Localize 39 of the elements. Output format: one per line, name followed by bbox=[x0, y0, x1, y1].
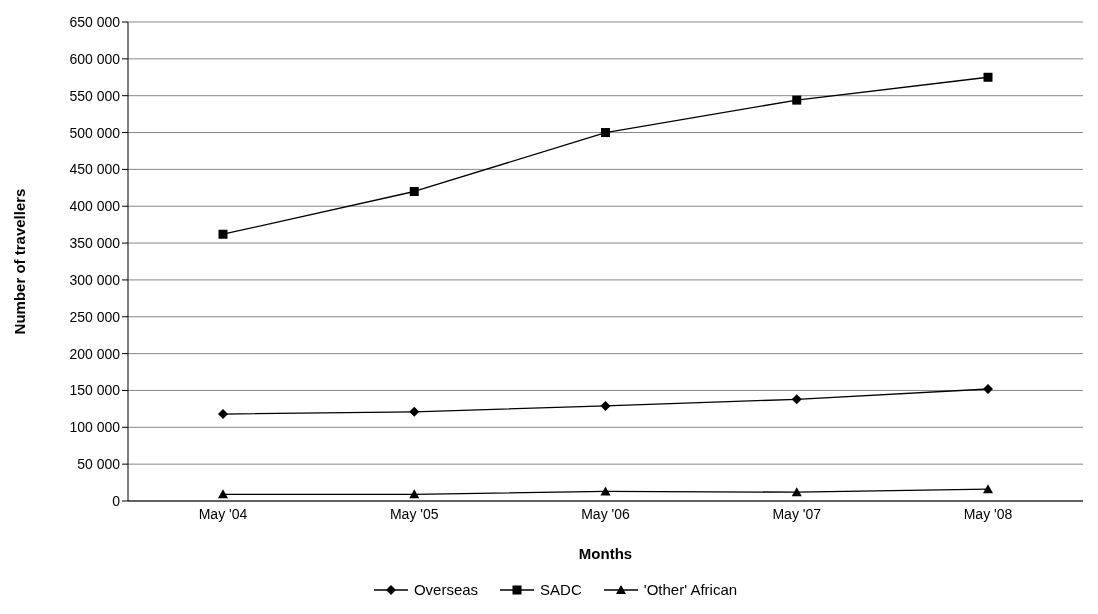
point bbox=[409, 406, 420, 417]
y-tick-label: 0 bbox=[112, 492, 121, 509]
y-tick-label: 450 000 bbox=[69, 161, 121, 178]
y-axis-title: Number of travellers bbox=[11, 188, 29, 335]
y-tick-label: 550 000 bbox=[69, 87, 121, 104]
point bbox=[791, 487, 802, 497]
point bbox=[792, 95, 802, 105]
point bbox=[601, 128, 610, 138]
x-tick-label: May '05 bbox=[389, 505, 439, 522]
y-tick-label: 350 000 bbox=[69, 235, 121, 252]
legend-label: SADC bbox=[540, 581, 582, 598]
point bbox=[983, 383, 993, 394]
point bbox=[791, 394, 802, 405]
y-tick-label: 50 000 bbox=[77, 456, 121, 473]
y-tick-label: 250 000 bbox=[69, 308, 121, 325]
legend-label: Overseas bbox=[413, 581, 479, 598]
point bbox=[409, 489, 420, 499]
y-tick-label: 600 000 bbox=[69, 50, 121, 67]
point bbox=[218, 229, 228, 239]
y-tick-label: 100 000 bbox=[69, 419, 121, 436]
point bbox=[600, 486, 611, 496]
y-tick-label: 300 000 bbox=[69, 271, 121, 288]
y-tick-label: 650 000 bbox=[69, 13, 121, 30]
point bbox=[218, 489, 228, 499]
x-tick-label: May '07 bbox=[772, 505, 822, 522]
point bbox=[983, 72, 993, 82]
x-tick-label: May '08 bbox=[963, 505, 1013, 522]
point bbox=[983, 484, 993, 494]
y-tick-label: 500 000 bbox=[69, 124, 121, 141]
y-tick-label: 200 000 bbox=[69, 345, 121, 362]
point bbox=[218, 409, 228, 420]
x-axis-title: Months bbox=[578, 545, 633, 562]
point bbox=[409, 186, 419, 196]
y-tick-label: 150 000 bbox=[69, 382, 121, 399]
point bbox=[600, 400, 611, 411]
x-tick-label: May '06 bbox=[581, 505, 630, 522]
x-tick-label: May '04 bbox=[198, 505, 248, 522]
y-tick-label: 400 000 bbox=[69, 198, 121, 215]
legend-label: 'Other' African bbox=[643, 581, 738, 598]
